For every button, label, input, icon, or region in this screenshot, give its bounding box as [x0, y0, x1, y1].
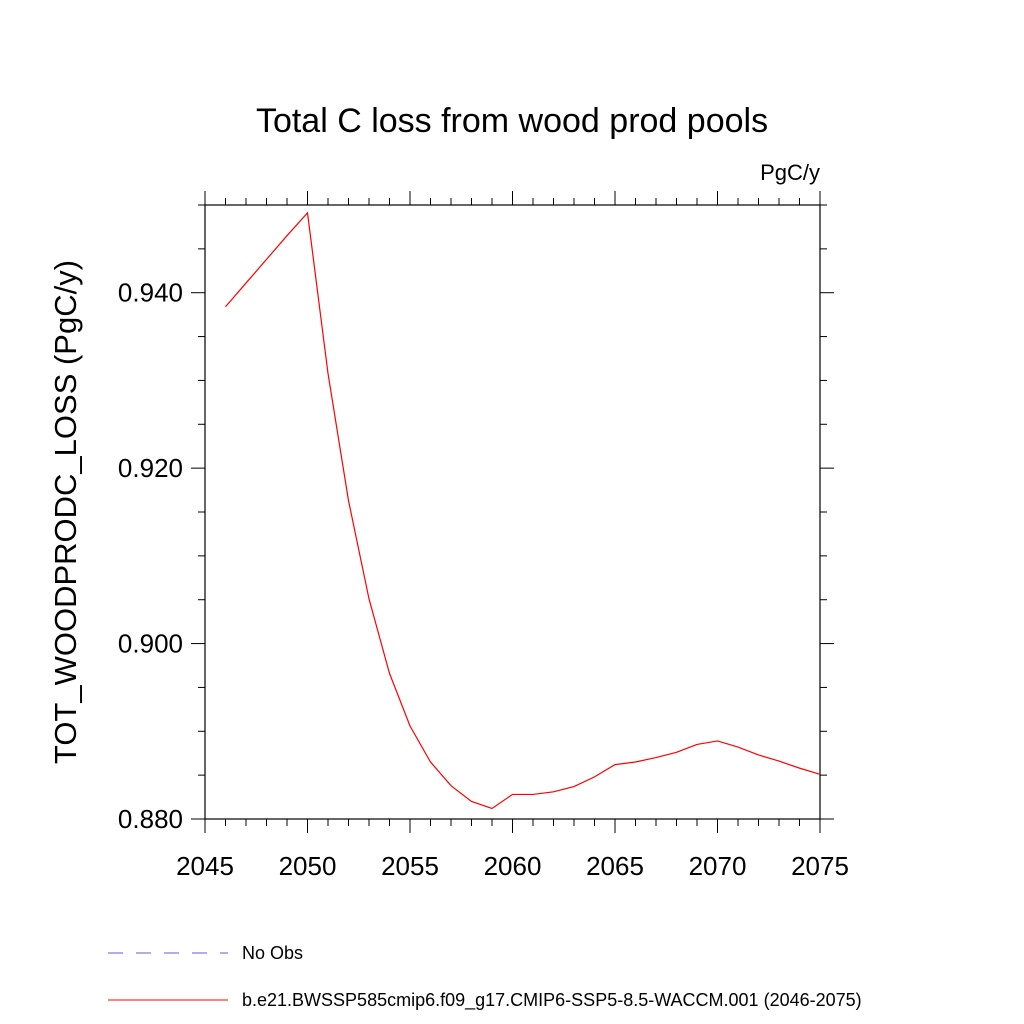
axis-ticks	[191, 191, 834, 833]
chart-title: Total C loss from wood prod pools	[256, 102, 768, 140]
units-label: PgC/y	[760, 160, 820, 185]
axis-tick-labels: 2045 2050 2055 2060 2065 2070 2075 0.880 0.900 0.…	[118, 278, 849, 881]
x-tick-label: 2045	[176, 851, 234, 881]
y-tick-label: 0.920	[118, 453, 183, 483]
legend-entry: b.e21.BWSSP585cmip6.f09_g17.CMIP6-SSP5-8…	[242, 990, 862, 1011]
legend: No Obs b.e21.BWSSP585cmip6.f09_g17.CMIP6-…	[108, 943, 862, 1011]
x-tick-label: 2065	[586, 851, 644, 881]
x-tick-label: 2060	[484, 851, 542, 881]
x-tick-label: 2050	[279, 851, 337, 881]
x-tick-label: 2075	[791, 851, 849, 881]
y-tick-label: 0.900	[118, 629, 183, 659]
series-lines	[225, 211, 821, 810]
legend-entry: No Obs	[242, 943, 303, 963]
y-tick-label: 0.880	[118, 804, 183, 834]
y-tick-label: 0.940	[118, 278, 183, 308]
y-axis-label: TOT_WOODPRODC_LOSS (PgC/y)	[48, 260, 83, 764]
series-line	[225, 211, 821, 810]
plot-frame	[204, 204, 821, 820]
x-tick-label: 2070	[689, 851, 747, 881]
x-tick-label: 2055	[381, 851, 439, 881]
